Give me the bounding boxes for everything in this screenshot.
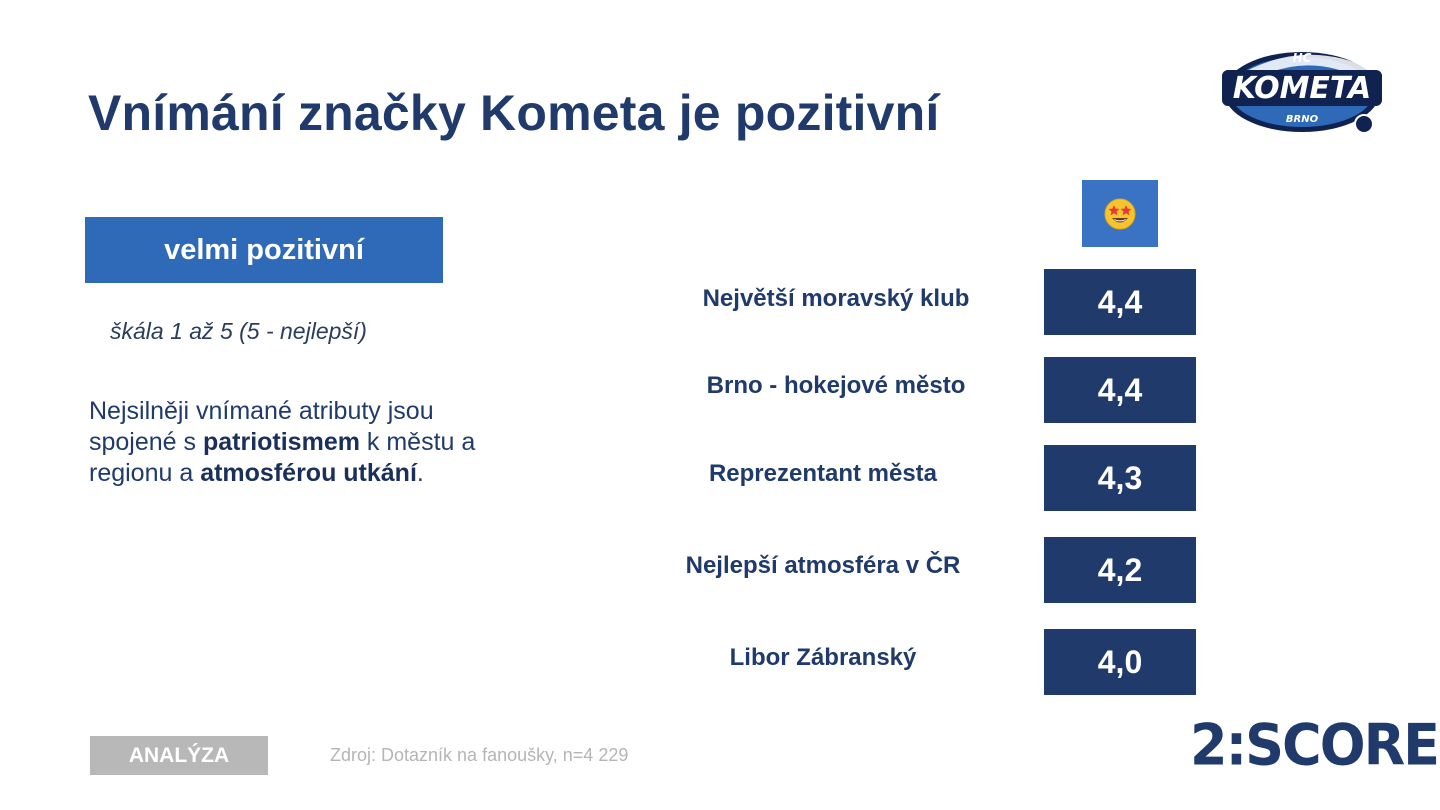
attribute-label: Libor Zábranský [729, 644, 917, 671]
score-value: 4,2 [1044, 537, 1196, 603]
score-value: 4,0 [1044, 629, 1196, 695]
svg-text:BRNO: BRNO [1286, 114, 1319, 125]
rating-badge: velmi pozitivní [85, 217, 443, 283]
score-value: 4,4 [1044, 357, 1196, 423]
highlight-atmosphere: atmosférou utkání [200, 459, 417, 487]
highlight-patriotism: patriotismem [202, 428, 360, 456]
svg-text:HC: HC [1293, 51, 1312, 65]
2score-logo: 2:SCORE [1190, 712, 1440, 779]
scale-note: škála 1 až 5 (5 - nejlepší) [110, 318, 367, 344]
kometa-logo: HC KOMETA BRNO [1222, 51, 1382, 134]
attribute-label: Reprezentant města [708, 460, 938, 487]
score-value: 4,4 [1044, 269, 1196, 335]
analysis-tag: ANALÝZA [90, 736, 268, 775]
attribute-label: Největší moravský klub [702, 285, 970, 312]
page-title: Vnímání značky Kometa je pozitivní [88, 85, 940, 141]
attribute-label: Nejlepší atmosféra v ČR [685, 552, 961, 579]
star-struck-emoji-icon [1082, 180, 1158, 247]
score-value: 4,3 [1044, 445, 1196, 511]
svg-text:KOMETA: KOMETA [1233, 71, 1372, 106]
source-note: Zdroj: Dotazník na fanoušky, n=4 229 [330, 745, 629, 765]
description-text: Nejsilněji vnímané atributy jsou spojené… [89, 397, 476, 487]
attribute-label: Brno - hokejové město [706, 372, 966, 399]
